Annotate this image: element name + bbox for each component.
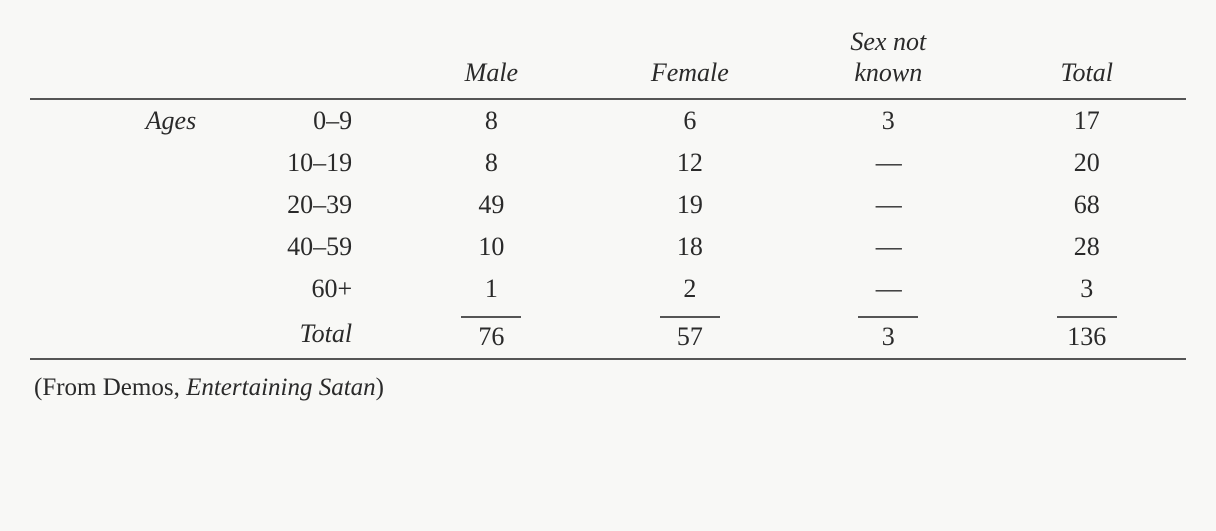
footer-rule [30,359,1186,360]
male-cell: 10 [392,226,590,268]
age-cell: 40–59 [216,226,392,268]
total-label: Total [216,310,392,359]
blank-cell [30,226,216,268]
source-title: Entertaining Satan [186,374,376,401]
table-row: Ages 0–9 8 6 3 17 [30,100,1186,142]
ages-label: Ages [30,100,216,142]
female-cell: 19 [591,184,789,226]
source-suffix: ) [376,374,384,401]
male-cell: 8 [392,142,590,184]
female-total: 57 [591,310,789,359]
male-cell: 49 [392,184,590,226]
table-row: 10–19 8 12 — 20 [30,142,1186,184]
blank-cell [30,310,216,359]
table-total-row: Total 76 57 3 136 [30,310,1186,359]
source-prefix: (From Demos, [34,374,186,401]
female-cell: 6 [591,100,789,142]
male-cell: 8 [392,100,590,142]
unknown-cell: — [789,142,987,184]
header-blank-1 [30,20,216,99]
unknown-cell: — [789,184,987,226]
age-cell: 0–9 [216,100,392,142]
unknown-total: 3 [789,310,987,359]
female-cell: 12 [591,142,789,184]
male-cell: 1 [392,268,590,310]
blank-cell [30,142,216,184]
table-row: 60+ 1 2 — 3 [30,268,1186,310]
blank-cell [30,268,216,310]
header-female: Female [591,20,789,99]
total-cell: 68 [988,184,1187,226]
total-cell: 3 [988,268,1187,310]
female-cell: 2 [591,268,789,310]
header-sex-not-known: Sex notknown [789,20,987,99]
unknown-cell: — [789,268,987,310]
table-row: 40–59 10 18 — 28 [30,226,1186,268]
age-cell: 10–19 [216,142,392,184]
header-male: Male [392,20,590,99]
unknown-cell: 3 [789,100,987,142]
female-cell: 18 [591,226,789,268]
male-total: 76 [392,310,590,359]
header-total: Total [988,20,1187,99]
age-cell: 20–39 [216,184,392,226]
data-table: Male Female Sex notknown Total Ages 0–9 … [30,20,1186,360]
total-cell: 17 [988,100,1187,142]
age-cell: 60+ [216,268,392,310]
grand-total: 136 [988,310,1187,359]
table-body: Ages 0–9 8 6 3 17 10–19 8 12 — 20 20–39 … [30,100,1186,360]
unknown-cell: — [789,226,987,268]
total-cell: 20 [988,142,1187,184]
source-citation: (From Demos, Entertaining Satan) [30,368,1186,402]
table-row: 20–39 49 19 — 68 [30,184,1186,226]
header-blank-2 [216,20,392,99]
blank-cell [30,184,216,226]
total-cell: 28 [988,226,1187,268]
